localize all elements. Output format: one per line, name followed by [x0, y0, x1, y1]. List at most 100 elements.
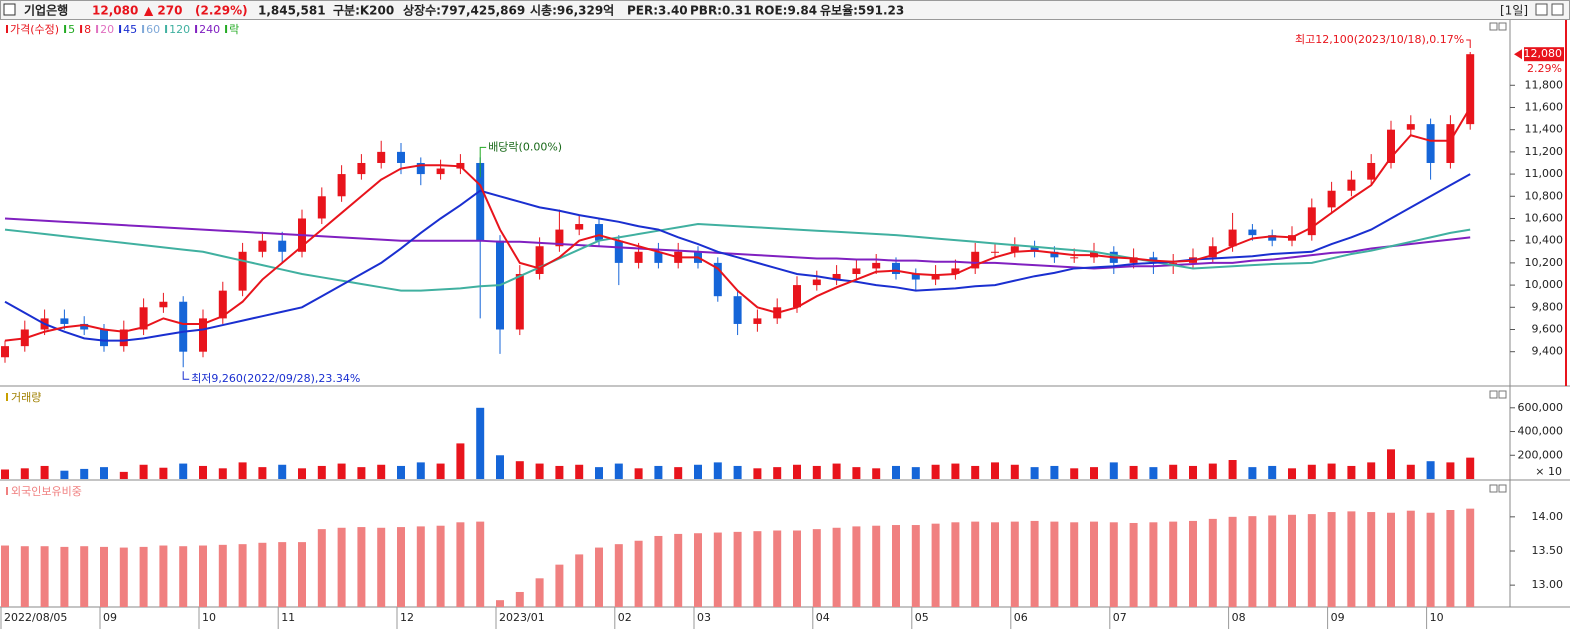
candle-body — [159, 301, 168, 308]
header: 기업은행 12,080 ▲ 270 (2.29%) 1,845,581 구분:K… — [24, 3, 1528, 18]
y-tick-label: 10,200 — [1525, 256, 1564, 269]
candle-body — [931, 273, 940, 280]
panel-button[interactable] — [1498, 390, 1507, 399]
panel-button[interactable] — [1498, 22, 1507, 31]
y-tick-label: 9,600 — [1532, 322, 1564, 335]
candle-body — [753, 318, 762, 324]
foreign-bar — [753, 531, 762, 607]
foreign-bar — [278, 542, 287, 607]
candle-body — [397, 151, 405, 163]
foreign-bar — [258, 542, 267, 607]
foreign-bar — [575, 554, 584, 607]
foreign-bar — [80, 546, 89, 607]
foreign-bar — [20, 546, 29, 607]
foreign-bar — [159, 545, 168, 607]
foreign-bar — [1050, 521, 1059, 607]
candle-body — [911, 273, 920, 280]
candle-body — [1307, 207, 1316, 236]
volume-bar — [1446, 462, 1455, 479]
foreign-bar — [634, 540, 643, 607]
candle-body — [258, 240, 267, 252]
foreign-bar — [1169, 521, 1178, 607]
volume-bar — [674, 467, 683, 479]
candle-body — [179, 301, 188, 352]
foreign-bar — [555, 564, 564, 607]
foreign-bar — [1327, 512, 1336, 607]
period[interactable]: [1일] — [1500, 4, 1528, 18]
foreign-bar — [60, 546, 69, 607]
volume-bar — [119, 471, 128, 479]
volume-bar — [1090, 467, 1098, 479]
x-tick-label: 04 — [816, 611, 830, 624]
volume-bar — [1109, 462, 1118, 479]
y-tick-label: 600,000 — [1518, 401, 1564, 414]
foreign-bar — [238, 544, 247, 607]
moving-average — [4, 217, 1471, 270]
volume-bar — [1070, 468, 1079, 479]
volume-bar — [1466, 457, 1475, 479]
candle-body — [476, 162, 485, 241]
legend-swatch — [64, 25, 67, 33]
volume-bar — [614, 463, 623, 479]
candle-body — [1070, 257, 1079, 259]
close-button[interactable] — [1551, 3, 1564, 16]
volume-bar — [892, 465, 900, 479]
legend-label: 5 — [68, 23, 75, 36]
legend-swatch — [195, 25, 198, 33]
y-tick-label: 11,200 — [1525, 145, 1564, 158]
candle-body — [1, 346, 9, 358]
panel-button[interactable] — [1498, 484, 1507, 493]
volume-bar — [278, 464, 287, 479]
foreign-bar — [337, 527, 346, 607]
candle-body — [1387, 129, 1395, 163]
foreign-bar — [119, 547, 128, 607]
foreign-bar — [1, 545, 9, 607]
candle-body — [832, 273, 841, 280]
volume-bar — [694, 464, 702, 479]
volume-bar — [555, 465, 564, 479]
market-cap: 시총:96,329억 — [530, 3, 614, 18]
candle-body — [218, 290, 227, 319]
y-tick-label: 10,400 — [1525, 234, 1564, 247]
legend-swatch — [225, 25, 228, 33]
volume-bar — [40, 465, 49, 479]
candle-body — [416, 162, 425, 175]
y-tick-label: 14.00 — [1532, 510, 1564, 523]
volume-bar — [1189, 465, 1197, 479]
legend-swatch — [80, 25, 83, 33]
foreign-bar — [614, 544, 623, 607]
candle-body — [1367, 162, 1376, 180]
volume-bar — [773, 467, 782, 479]
volume-bar — [951, 463, 960, 479]
candle-body — [793, 285, 801, 308]
foreign-bar — [971, 521, 980, 607]
foreign-bar — [1010, 521, 1019, 607]
last-pct: 2.29% — [1527, 62, 1562, 75]
panel-button[interactable] — [1489, 390, 1498, 399]
candle-body — [634, 251, 643, 263]
volume-bar — [1030, 467, 1039, 479]
panel-button[interactable] — [1489, 22, 1498, 31]
volume-bar — [159, 467, 168, 479]
y-tick-label: 11,400 — [1525, 123, 1564, 136]
moving-average — [4, 173, 1471, 342]
x-tick-label: 2022/08/05 — [4, 611, 67, 624]
candle-body — [1347, 179, 1356, 191]
dividend-annotation: 배당락(0.00%) — [488, 140, 562, 153]
candle-body — [971, 251, 980, 269]
candle-body — [1169, 262, 1178, 264]
volume: 1,845,581 — [258, 4, 326, 18]
candle-body — [100, 329, 108, 347]
foreign-bar — [1109, 522, 1118, 607]
foreign-bar — [317, 529, 326, 607]
checkbox[interactable] — [3, 3, 16, 16]
x-tick-label: 08 — [1232, 611, 1246, 624]
foreign-bar — [733, 531, 742, 607]
foreign-bar — [1268, 515, 1277, 607]
volume-bar — [911, 467, 920, 479]
panel-button[interactable] — [1489, 484, 1498, 493]
candle-body — [436, 168, 445, 175]
x-tick-label: 12 — [400, 611, 414, 624]
window-button[interactable] — [1535, 3, 1548, 16]
